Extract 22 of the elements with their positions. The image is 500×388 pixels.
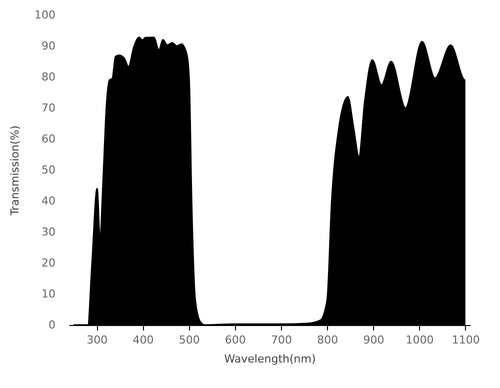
y-tick-label: 100 <box>34 8 56 22</box>
x-tick-label: 900 <box>363 334 384 346</box>
x-tick-label: 1100 <box>452 334 480 346</box>
x-tick-label: 300 <box>86 334 108 346</box>
x-tick-label: 1000 <box>406 334 434 346</box>
x-axis-title: Wavelength(nm) <box>224 352 316 366</box>
x-tick-label: 600 <box>224 334 246 346</box>
y-tick-label: 10 <box>42 288 56 300</box>
y-tick-label: 0 <box>48 318 56 332</box>
x-tick-label: 500 <box>178 334 200 346</box>
y-tick-label: 80 <box>42 70 56 84</box>
y-tick-label: 20 <box>42 256 56 270</box>
y-axis-title: Transmission(%) <box>8 125 22 217</box>
y-tick-label: 40 <box>42 194 56 208</box>
y-tick-label: 60 <box>42 132 56 146</box>
y-tick-label: 30 <box>42 226 56 238</box>
x-tick-label: 800 <box>317 334 338 346</box>
y-tick-label: 90 <box>42 40 56 52</box>
y-tick-label: 50 <box>42 164 56 176</box>
y-tick-label: 70 <box>42 102 56 114</box>
x-tick-label: 700 <box>271 334 292 346</box>
x-tick-label: 400 <box>132 334 154 346</box>
